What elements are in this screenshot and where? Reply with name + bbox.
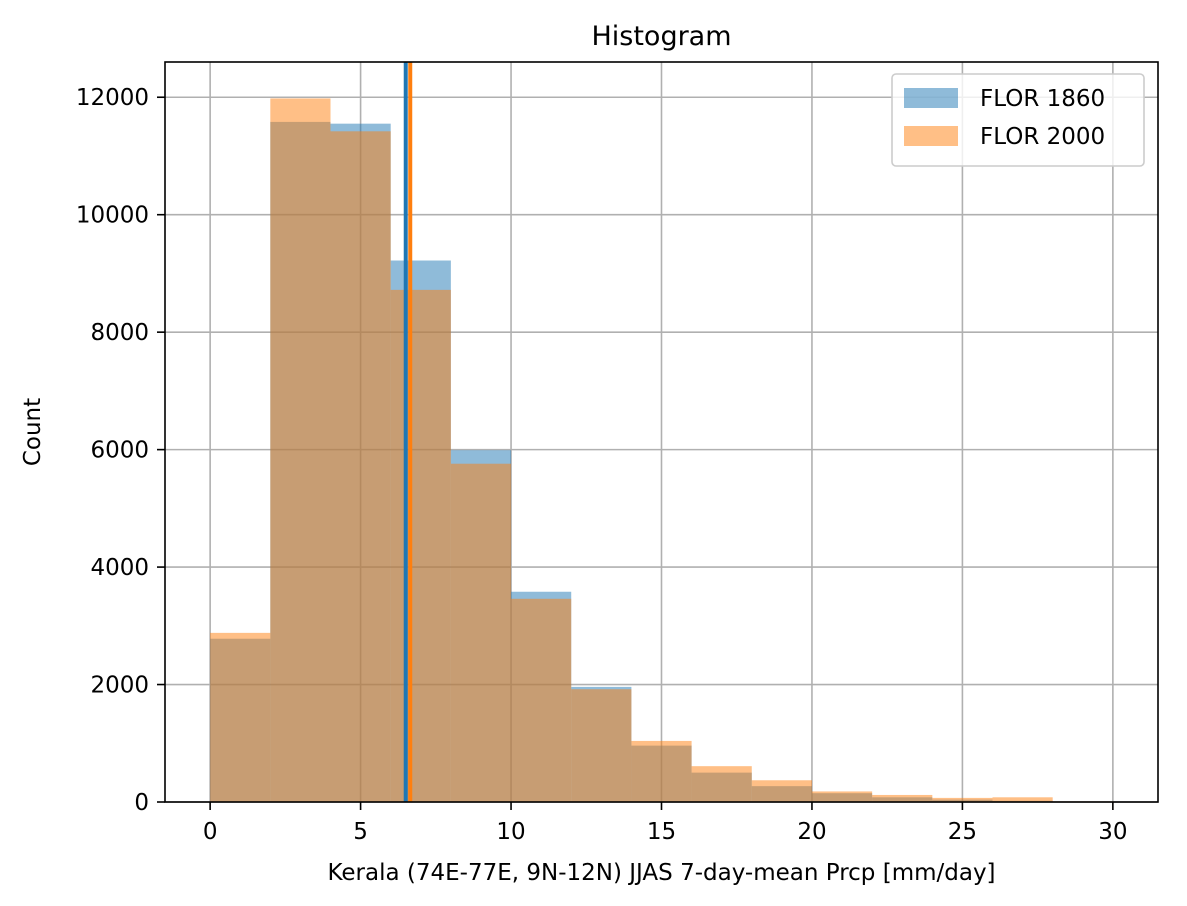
legend: FLOR 1860 FLOR 2000	[891, 73, 1145, 167]
x-tick-label: 10	[496, 819, 525, 845]
bar-series-1-bin-6	[571, 689, 632, 802]
y-axis-ticks: 0 2000 4000 6000 8000 10000 12000	[76, 85, 165, 816]
bar-series-1-bin-13	[992, 797, 1053, 802]
x-tick-label: 5	[353, 819, 368, 845]
bar-series-1-bin-3	[390, 289, 451, 802]
bar-series-1-bin-9	[751, 780, 812, 802]
bar-series-1-bin-4	[450, 463, 512, 802]
bar-series-1-bin-7	[631, 740, 692, 802]
x-axis-ticks: 0 5 10 15 20 25 30	[203, 802, 1128, 845]
x-tick-label: 30	[1098, 819, 1127, 845]
legend-swatch	[904, 88, 958, 108]
y-tick-label: 4000	[90, 555, 149, 581]
histogram-bars	[210, 98, 1113, 803]
bar-series-1-bin-0	[210, 632, 271, 802]
x-tick-label: 25	[948, 819, 977, 845]
y-tick-label: 10000	[76, 203, 149, 229]
bar-series-1-bin-5	[511, 598, 572, 802]
bar-series-1-bin-1	[270, 98, 331, 802]
bar-series-1-bin-11	[872, 794, 933, 802]
y-axis-label: Count	[20, 398, 46, 466]
legend-label: FLOR 2000	[980, 124, 1105, 150]
y-tick-label: 8000	[90, 320, 149, 346]
legend-label: FLOR 1860	[980, 86, 1105, 112]
x-tick-label: 20	[797, 819, 826, 845]
bar-series-1-bin-8	[691, 766, 752, 802]
x-tick-label: 0	[203, 819, 218, 845]
x-axis-label: Kerala (74E-77E, 9N-12N) JJAS 7-day-mean…	[327, 860, 995, 886]
y-tick-label: 6000	[90, 438, 149, 464]
plot-frame	[164, 61, 1159, 803]
bar-series-1-bin-2	[330, 131, 391, 803]
x-tick-label: 15	[647, 819, 676, 845]
y-tick-label: 12000	[76, 85, 149, 111]
legend-swatch	[904, 126, 958, 146]
y-tick-label: 2000	[90, 673, 149, 699]
bar-series-1-bin-10	[811, 791, 873, 802]
mean-lines	[403, 62, 413, 802]
y-tick-label: 0	[134, 790, 149, 816]
chart-title: Histogram	[591, 21, 731, 52]
bar-series-1-bin-12	[932, 797, 993, 802]
